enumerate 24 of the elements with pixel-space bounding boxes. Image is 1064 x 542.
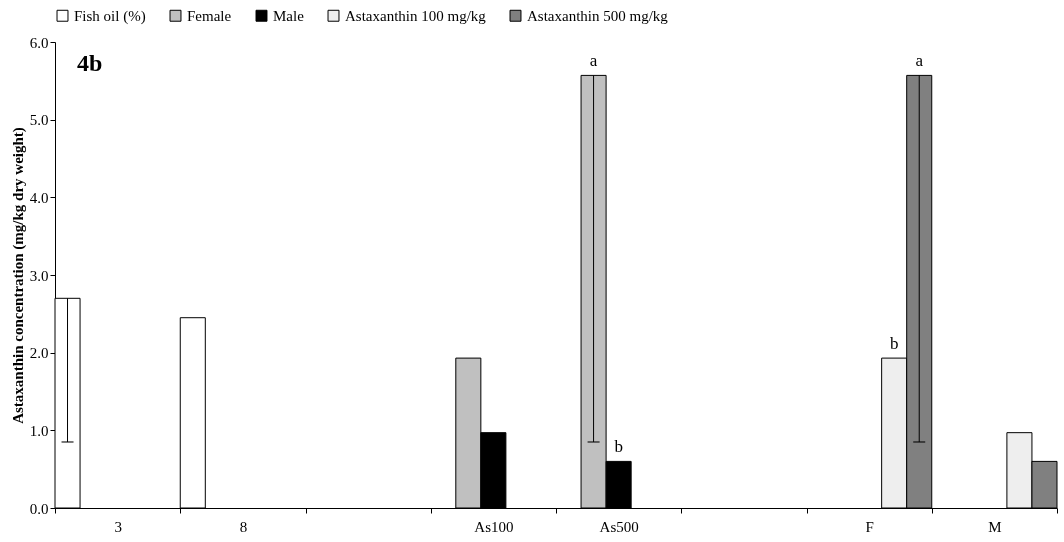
x-tick-label: M xyxy=(988,518,1002,535)
y-tick-label: 0.0 xyxy=(29,500,49,517)
x-tick-label: As500 xyxy=(599,518,639,535)
x-tick-label: 8 xyxy=(239,518,248,535)
x-tick-label: F xyxy=(865,518,874,535)
annotation: a xyxy=(589,51,598,71)
annotation: b xyxy=(889,334,899,354)
y-tick-label: 3.0 xyxy=(29,267,49,284)
legend-label: Astaxanthin 500 mg/kg xyxy=(527,7,669,24)
x-tick-label: 3 xyxy=(114,518,122,535)
legend-label: Male xyxy=(273,7,305,24)
x-tick-label: As100 xyxy=(474,518,514,535)
annotation: b xyxy=(614,437,623,457)
y-tick-label: 5.0 xyxy=(29,112,49,129)
y-tick-label: 4.0 xyxy=(29,189,49,206)
legend-label: Fish oil (%) xyxy=(74,7,146,25)
annotation: 4b xyxy=(77,50,103,76)
annotation: a xyxy=(915,51,924,71)
y-tick-label: 1.0 xyxy=(29,422,49,439)
legend-label: Astaxanthin 100 mg/kg xyxy=(345,7,487,24)
y-tick-label: 2.0 xyxy=(29,345,49,362)
y-tick-label: 6.0 xyxy=(29,34,49,51)
legend-label: Female xyxy=(187,7,232,24)
y-axis-title: Astaxanthin concentration (mg/kg dry weight) xyxy=(9,127,27,424)
